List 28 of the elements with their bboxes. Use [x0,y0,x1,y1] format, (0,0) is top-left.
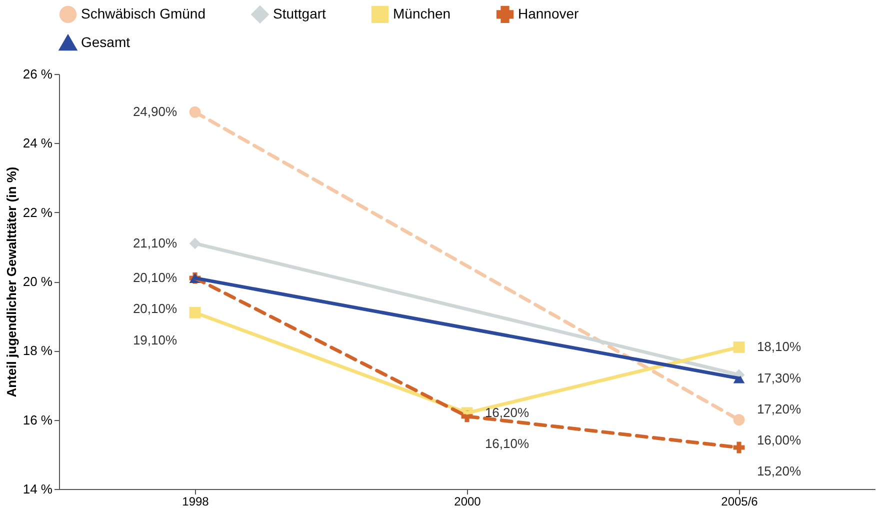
data-label: 16,20% [484,404,530,420]
y-axis-title: Anteil jugendlicher Gewalttäter (in %) [4,166,19,398]
legend-label: Stuttgart [273,5,326,22]
data-label: 17,30% [756,370,802,386]
legend-label: Hannover [518,5,580,22]
data-label: 17,20% [756,401,802,416]
legend-label: Schwäbisch Gmünd [81,5,206,22]
x-tick-label: 2005/6 [721,494,758,508]
data-label: 19,10% [132,332,178,348]
data-label: 21,10% [132,235,178,250]
x-tick-label: 1998 [182,494,210,508]
y-tick-label: 26 % [22,66,53,82]
legend-label: Gesamt [81,34,130,50]
data-label: 20,10% [132,301,178,316]
data-label: 16,00% [756,432,802,448]
data-label: 18,10% [756,339,802,354]
x-tick-label: 2000 [454,494,482,508]
data-label: 16,10% [484,436,530,452]
y-tick-label: 22 % [22,204,53,220]
data-label: 20,10% [132,270,178,286]
y-tick-label: 16 % [22,412,53,428]
data-label: 15,20% [756,464,802,479]
y-tick-label: 14 % [22,482,53,496]
y-tick-label: 24 % [22,136,53,151]
legend-label: München [393,5,451,22]
y-tick-label: 20 % [22,274,53,289]
y-tick-label: 18 % [22,343,53,358]
data-label: 24,90% [132,104,178,120]
